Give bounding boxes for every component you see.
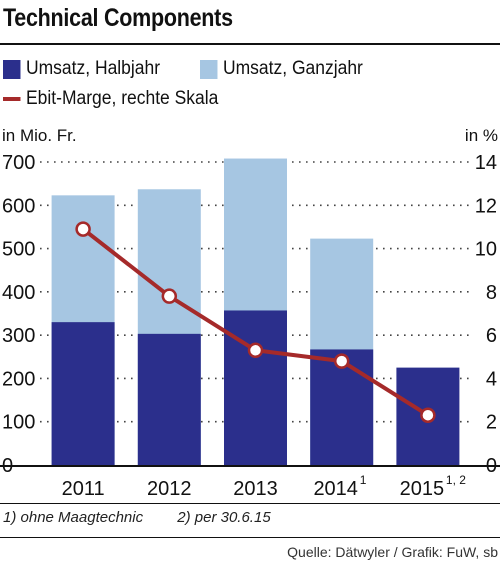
legend-label-halbjahr: Umsatz, Halbjahr	[26, 58, 161, 79]
right-axis-label: in %	[465, 126, 498, 145]
bar-halbjahr	[224, 310, 287, 465]
ebit-point	[75, 221, 91, 237]
left-tick-label: 200	[2, 368, 35, 390]
source-credit: Quelle: Dätwyler / Grafik: FuW, sb	[287, 544, 498, 560]
legend-swatch-ganzjahr	[199, 59, 218, 79]
left-tick-label: 600	[2, 195, 35, 217]
right-tick-label: 6	[486, 325, 497, 347]
category-superscript: 1	[360, 473, 367, 487]
left-tick-label: 100	[2, 412, 35, 434]
legend-item-halbjahr: Umsatz, Halbjahr	[3, 58, 160, 80]
ebit-point	[333, 353, 350, 369]
footnotes: 1) ohne Maagtechnic 2) per 30.6.15	[3, 509, 301, 526]
legend-swatch-ebit	[3, 97, 21, 101]
footnote-1: 1) ohne Maagtechnic	[3, 509, 144, 526]
footnote-2: 2) per 30.6.15	[177, 509, 271, 526]
footnote-rule	[0, 503, 500, 504]
bar-halbjahr	[137, 333, 201, 465]
legend-row-2: Ebit-Marge, rechte Skala	[3, 87, 263, 111]
category-superscript: 1, 2	[446, 473, 466, 487]
left-tick-label: 500	[2, 239, 35, 261]
right-tick-label: 4	[486, 368, 497, 390]
legend-label-ebit: Ebit-Marge, rechte Skala	[26, 88, 219, 109]
right-tick-label: 8	[486, 282, 497, 304]
right-tick-label: 12	[475, 195, 497, 217]
category-label: 2012	[147, 478, 192, 500]
left-tick-label: 300	[2, 325, 35, 347]
bar-halbjahr	[51, 322, 115, 465]
legend-row-1: Umsatz, Halbjahr Umsatz, Ganzjahr	[3, 57, 403, 81]
title-rule	[0, 43, 500, 45]
legend-swatch-halbjahr	[3, 59, 21, 79]
left-tick-label: 400	[2, 282, 35, 304]
legend-item-ebit: Ebit-Marge, rechte Skala	[3, 88, 218, 110]
category-label: 2011	[62, 478, 105, 500]
left-axis-label: in Mio. Fr.	[2, 126, 77, 145]
right-tick-label: 10	[475, 239, 497, 261]
right-tick-label: 2	[486, 412, 497, 434]
left-tick-label: 700	[2, 152, 35, 174]
ebit-point	[420, 407, 436, 423]
source-rule	[0, 537, 500, 538]
legend-label-ganzjahr: Umsatz, Ganzjahr	[222, 58, 363, 79]
legend-item-ganzjahr: Umsatz, Ganzjahr	[199, 58, 363, 80]
category-label: 2014	[313, 478, 358, 500]
ebit-point	[247, 342, 264, 359]
category-label: 2013	[233, 478, 278, 500]
right-tick-label: 14	[475, 152, 497, 174]
chart-title: Technical Components	[3, 4, 233, 32]
category-label: 2015	[400, 478, 445, 500]
ebit-point	[161, 288, 178, 304]
